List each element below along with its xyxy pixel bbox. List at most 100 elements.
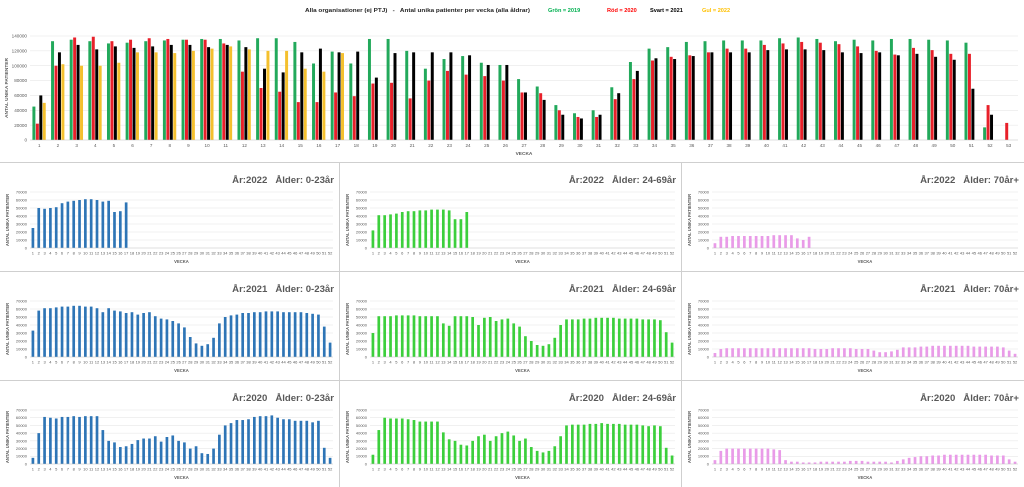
x-tick-label: 38 [588, 360, 593, 365]
bar-week-35 [913, 347, 917, 357]
x-tick-label: 43 [275, 360, 280, 365]
x-tick-label: 11 [89, 251, 94, 256]
x-tick-label: 31 [889, 360, 894, 365]
y-tick-label: 50000 [698, 423, 710, 428]
bar-2021-week-22 [430, 52, 434, 141]
x-tick-label: 4 [389, 467, 392, 472]
bar-week-15 [795, 461, 799, 464]
x-tick-label: 30 [541, 467, 546, 472]
x-tick-label: 21 [830, 251, 835, 256]
bar-week-11 [89, 199, 93, 248]
bar-week-13 [784, 235, 787, 248]
bar-week-1 [371, 333, 375, 357]
x-tick-label: 46 [978, 251, 983, 256]
bar-week-15 [113, 442, 116, 464]
bar-2019-week-47 [889, 38, 893, 140]
x-tick-label: 49 [652, 251, 657, 256]
bar-week-20 [483, 317, 486, 357]
x-tick-label: 22 [836, 251, 841, 256]
legend-entry-4: Gul = 2022 [702, 8, 730, 14]
x-tick-label: 30 [883, 467, 888, 472]
y-tick-label: 10000 [698, 346, 710, 351]
x-tick-label: 48 [913, 143, 919, 148]
bar-week-10 [424, 210, 428, 248]
x-tick-label: 48 [989, 251, 994, 256]
bar-week-36 [235, 420, 239, 464]
x-tick-label: 38 [930, 251, 935, 256]
x-tick-label: 32 [211, 467, 216, 472]
bar-week-41 [948, 345, 952, 357]
y-tick-label: 120000 [12, 48, 28, 53]
bar-2021-week-50 [952, 59, 956, 140]
x-tick-label: 1 [372, 360, 375, 365]
bar-2019-week-14 [274, 38, 278, 141]
y-tick-label: 50000 [16, 205, 28, 210]
x-tick-label: 36 [919, 467, 924, 472]
y-tick-label: 70000 [356, 407, 368, 412]
x-tick-label: 52 [670, 360, 675, 365]
x-tick-label: 3 [384, 251, 387, 256]
bar-week-7 [748, 236, 752, 248]
bar-week-14 [447, 210, 451, 248]
bar-week-5 [395, 418, 398, 464]
bar-2020-week-4 [91, 36, 95, 140]
x-tick-label: 17 [465, 360, 470, 365]
x-tick-label: 33 [901, 467, 906, 472]
x-tick-label: 37 [708, 143, 714, 148]
bar-week-37 [582, 318, 586, 357]
x-tick-label: 51 [322, 467, 327, 472]
x-tick-label: 37 [925, 467, 930, 472]
x-tick-label: 10 [83, 360, 88, 365]
x-tick-label: 44 [623, 360, 628, 365]
bar-2021-week-26 [505, 64, 509, 140]
bar-week-48 [647, 426, 650, 464]
x-tick-label: 22 [836, 360, 841, 365]
y-tick-label: 30000 [698, 330, 710, 335]
chart-title: År:2022 Ålder: 70år+ [920, 175, 1019, 186]
bar-2020-week-37 [706, 52, 710, 141]
x-tick-label: 10 [766, 467, 771, 472]
x-axis-label: VECKA [858, 475, 873, 480]
x-tick-label: 7 [67, 360, 70, 365]
x-tick-label: 10 [766, 251, 771, 256]
bar-week-5 [737, 448, 740, 464]
x-tick-label: 13 [441, 467, 446, 472]
y-tick-label: 60000 [16, 415, 28, 420]
bar-week-5 [54, 307, 58, 357]
x-tick-label: 1 [32, 467, 35, 472]
x-tick-label: 46 [635, 251, 640, 256]
bar-week-7 [66, 306, 70, 357]
chart-title: Alla organisationer (ej PTJ) - Antal uni… [305, 7, 530, 14]
bar-2019-week-12 [237, 40, 241, 140]
bar-week-39 [594, 317, 598, 357]
bar-2019-week-46 [871, 40, 875, 140]
bar-2020-week-46 [874, 50, 878, 140]
x-tick-label: 26 [517, 251, 522, 256]
bar-2020-week-14 [278, 91, 282, 140]
bar-week-10 [424, 316, 428, 357]
bar-week-18 [813, 462, 817, 464]
bar-week-17 [807, 236, 811, 248]
bar-week-52 [328, 342, 332, 357]
y-tick-label: 50000 [16, 314, 28, 319]
bar-week-38 [588, 318, 592, 357]
bar-week-36 [576, 319, 580, 357]
bar-week-12 [778, 348, 782, 357]
x-tick-label: 27 [182, 251, 187, 256]
bar-2021-week-43 [822, 50, 826, 140]
y-axis-label: ANTAL UNIKA PATIENTER [345, 411, 350, 463]
x-tick-label: 1 [32, 251, 35, 256]
bar-week-13 [784, 348, 787, 357]
x-tick-label: 14 [789, 251, 794, 256]
bar-week-19 [477, 436, 480, 464]
bar-2021-week-29 [561, 114, 565, 140]
x-tick-label: 45 [857, 143, 863, 148]
x-tick-label: 39 [594, 467, 599, 472]
y-tick-label: 10000 [356, 237, 368, 242]
x-tick-label: 26 [176, 467, 181, 472]
x-tick-label: 46 [293, 467, 298, 472]
bar-2022-week-11 [229, 46, 233, 140]
bar-2020-week-44 [837, 44, 841, 140]
bar-2020-week-16 [315, 102, 319, 140]
y-tick-label: 10000 [356, 454, 368, 459]
